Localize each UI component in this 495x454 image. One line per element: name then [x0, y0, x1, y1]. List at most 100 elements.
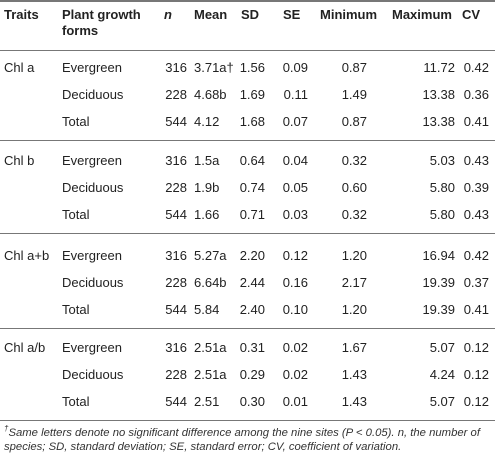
cell: 2.40 — [239, 302, 265, 317]
header-cell: SD — [241, 7, 260, 22]
cell: 13.38 — [422, 114, 455, 129]
cell: 5.80 — [429, 207, 455, 222]
cell: 316 — [165, 153, 187, 168]
cell: 0.37 — [463, 275, 489, 290]
cell: Deciduous — [62, 180, 124, 195]
rule — [0, 328, 495, 329]
cell: 0.74 — [239, 180, 265, 195]
cell: 316 — [165, 340, 187, 355]
cell: 5.07 — [429, 340, 455, 355]
cell: 0.87 — [341, 114, 367, 129]
cell: Total — [62, 114, 90, 129]
cell: 544 — [165, 207, 187, 222]
cell: 5.27a — [194, 248, 227, 263]
cell: 0.64 — [239, 153, 265, 168]
cell: 1.20 — [341, 302, 367, 317]
cell: 2.20 — [239, 248, 265, 263]
cell: 3.71a† — [194, 60, 234, 75]
rule — [0, 420, 495, 421]
rule — [0, 50, 495, 51]
cell: 1.67 — [341, 340, 367, 355]
header-cell: SE — [283, 7, 301, 22]
cell: 0.01 — [282, 394, 308, 409]
cell: 1.9b — [194, 180, 220, 195]
cell: 5.07 — [429, 394, 455, 409]
cell: 0.04 — [282, 153, 308, 168]
cell: 228 — [165, 87, 187, 102]
cell: 13.38 — [422, 87, 455, 102]
cell: 0.10 — [282, 302, 308, 317]
cell: Total — [62, 302, 90, 317]
cell: 0.07 — [282, 114, 308, 129]
cell: 0.02 — [282, 340, 308, 355]
cell: 2.51a — [194, 367, 227, 382]
cell: 1.5a — [194, 153, 220, 168]
cell: 1.68 — [239, 114, 265, 129]
cell: 0.09 — [282, 60, 308, 75]
cell: 1.43 — [341, 367, 367, 382]
cell: 6.64b — [194, 275, 227, 290]
header-cell: n — [164, 7, 172, 22]
cell: 0.42 — [463, 248, 489, 263]
cell: 2.17 — [341, 275, 367, 290]
trait: Chl a+b — [4, 248, 50, 263]
cell: 0.43 — [463, 207, 489, 222]
cell: 544 — [165, 394, 187, 409]
cell: 11.72 — [423, 60, 455, 75]
cell: 5.84 — [194, 302, 220, 317]
cell: 2.51 — [194, 394, 220, 409]
trait: Chl a/b — [4, 340, 46, 355]
header-cell: Traits — [4, 7, 39, 22]
cell: 316 — [165, 248, 187, 263]
cell: 16.94 — [422, 248, 455, 263]
cell: 228 — [165, 275, 187, 290]
cell: 19.39 — [422, 302, 455, 317]
cell: 544 — [165, 114, 187, 129]
cell: Evergreen — [62, 340, 122, 355]
header-cell: Mean — [194, 7, 228, 22]
header-cell: CV — [462, 7, 481, 22]
cell: 0.12 — [282, 248, 308, 263]
header-cell: Maximum — [392, 7, 452, 22]
cell: 0.16 — [282, 275, 308, 290]
cell: 0.32 — [341, 207, 367, 222]
cell: 1.43 — [341, 394, 367, 409]
cell: 0.41 — [463, 114, 489, 129]
cell: 0.11 — [283, 87, 308, 102]
cell: 1.56 — [239, 60, 265, 75]
cell: 0.31 — [239, 340, 265, 355]
cell: 1.20 — [341, 248, 367, 263]
cell: Total — [62, 394, 90, 409]
header-cell: Minimum — [320, 7, 378, 22]
cell: 5.80 — [429, 180, 455, 195]
cell: Deciduous — [62, 87, 124, 102]
cell: 2.51a — [194, 340, 227, 355]
cell: 0.39 — [463, 180, 489, 195]
cell: 0.12 — [463, 394, 489, 409]
cell: 4.68b — [194, 87, 227, 102]
cell: 0.12 — [463, 340, 489, 355]
cell: Deciduous — [62, 275, 124, 290]
cell: 544 — [165, 302, 187, 317]
rule — [0, 233, 495, 234]
cell: 0.30 — [239, 394, 265, 409]
cell: 0.71 — [239, 207, 265, 222]
cell: Evergreen — [62, 153, 122, 168]
cell: Deciduous — [62, 367, 124, 382]
cell: 316 — [165, 60, 187, 75]
header-cell: Plant growth forms — [62, 7, 141, 38]
cell: 0.42 — [463, 60, 489, 75]
cell: 19.39 — [422, 275, 455, 290]
rule — [0, 0, 495, 2]
cell: 1.66 — [194, 207, 220, 222]
cell: 0.32 — [341, 153, 367, 168]
cell: 1.69 — [239, 87, 265, 102]
cell: Total — [62, 207, 90, 222]
cell: 0.03 — [282, 207, 308, 222]
cell: 1.49 — [341, 87, 367, 102]
cell: 4.12 — [194, 114, 220, 129]
cell: Evergreen — [62, 248, 122, 263]
cell: 0.05 — [282, 180, 308, 195]
cell: 0.41 — [463, 302, 489, 317]
